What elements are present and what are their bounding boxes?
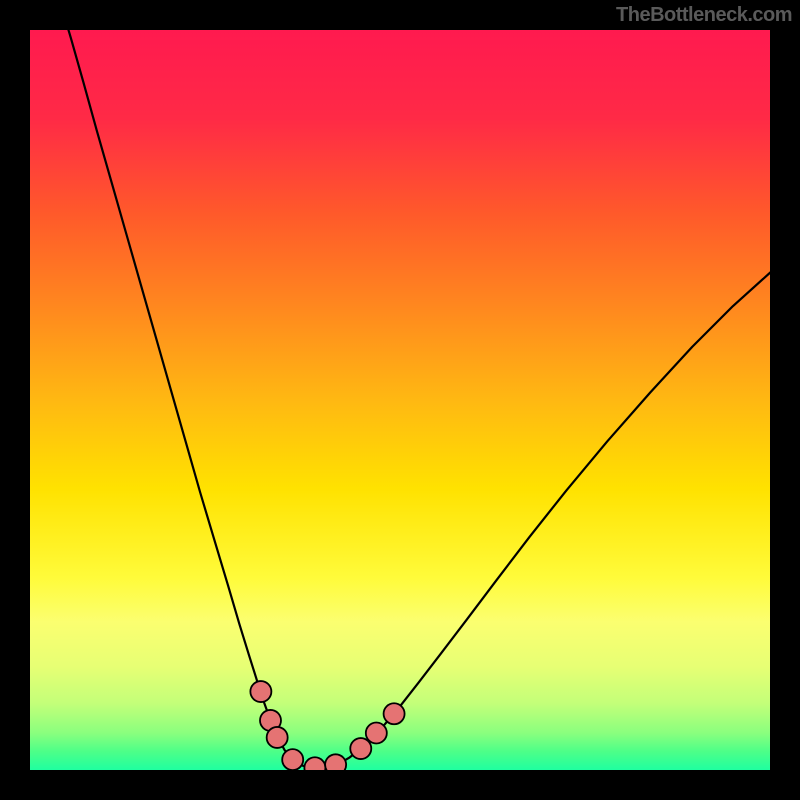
data-marker (304, 757, 325, 770)
data-marker (282, 749, 303, 770)
gradient-background (30, 30, 770, 770)
chart-outer: TheBottleneck.com (0, 0, 800, 800)
chart-svg (30, 30, 770, 770)
plot-area (30, 30, 770, 770)
data-marker (267, 727, 288, 748)
data-marker (250, 681, 271, 702)
data-marker (366, 723, 387, 744)
data-marker (384, 703, 405, 724)
data-marker (350, 738, 371, 759)
watermark-text: TheBottleneck.com (616, 4, 792, 27)
data-marker (325, 754, 346, 770)
